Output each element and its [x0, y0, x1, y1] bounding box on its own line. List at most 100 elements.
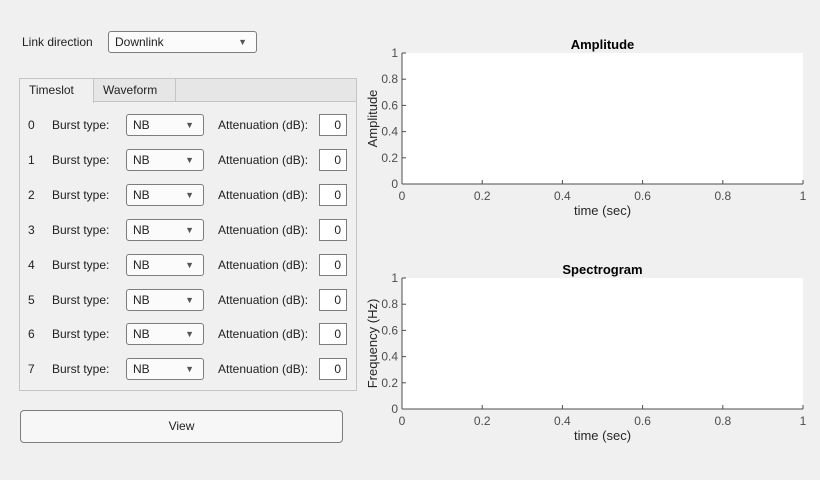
- x-axis-label: time (sec): [574, 203, 631, 218]
- y-tick-label: 0.4: [381, 125, 398, 139]
- tab-bar: Timeslot Waveform: [20, 79, 356, 103]
- burst-type-label: Burst type:: [52, 222, 110, 237]
- y-tick-label: 0.6: [381, 98, 398, 112]
- timeslot-index: 1: [28, 152, 35, 167]
- chart-title: Spectrogram: [562, 262, 642, 277]
- burst-type-label: Burst type:: [52, 327, 110, 342]
- burst-type-label: Burst type:: [52, 118, 110, 132]
- chevron-down-icon: ▼: [185, 189, 194, 200]
- x-tick-label: 1: [800, 189, 807, 203]
- attenuation-label: Attenuation (dB):: [218, 152, 309, 167]
- timeslot-index: 3: [28, 222, 35, 237]
- burst-type-dropdown[interactable]: NB ▼: [126, 253, 204, 276]
- timeslot-index: 7: [28, 362, 35, 377]
- burst-type-value: NB: [133, 257, 150, 272]
- chevron-down-icon: ▼: [185, 224, 194, 235]
- x-tick-label: 0.2: [474, 414, 491, 428]
- y-tick-label: 0.2: [381, 376, 398, 390]
- attenuation-label: Attenuation (dB):: [218, 118, 309, 132]
- timeslot-row: 1 Burst type: NB ▼ Attenuation (dB): 0: [20, 148, 356, 172]
- x-axis-label: time (sec): [574, 428, 631, 443]
- y-tick-label: 0.8: [381, 297, 398, 311]
- plot-area: [402, 278, 803, 409]
- burst-type-value: NB: [133, 187, 150, 202]
- attenuation-input[interactable]: 0: [319, 148, 347, 171]
- x-tick-label: 0.6: [634, 414, 651, 428]
- timeslot-row: 6 Burst type: NB ▼ Attenuation (dB): 0: [20, 322, 356, 346]
- burst-type-value: NB: [133, 327, 150, 342]
- burst-type-value: NB: [133, 118, 150, 132]
- y-tick-label: 0.6: [381, 323, 398, 337]
- y-tick-label: 0: [391, 402, 398, 416]
- attenuation-input[interactable]: 0: [319, 288, 347, 311]
- chevron-down-icon: ▼: [185, 154, 194, 165]
- burst-type-value: NB: [133, 152, 150, 167]
- timeslot-row: 7 Burst type: NB ▼ Attenuation (dB): 0: [20, 357, 356, 381]
- attenuation-input[interactable]: 0: [319, 218, 347, 241]
- y-tick-label: 0.4: [381, 350, 398, 364]
- chevron-down-icon: ▼: [238, 37, 247, 47]
- attenuation-label: Attenuation (dB):: [218, 257, 309, 272]
- burst-type-dropdown[interactable]: NB ▼: [126, 183, 204, 206]
- y-tick-label: 1: [391, 46, 398, 60]
- chevron-down-icon: ▼: [185, 329, 194, 340]
- timeslot-index: 4: [28, 257, 35, 272]
- burst-type-value: NB: [133, 292, 150, 307]
- y-tick-label: 0.2: [381, 151, 398, 165]
- timeslot-index: 0: [28, 118, 35, 132]
- attenuation-input[interactable]: 0: [319, 323, 347, 346]
- x-tick-label: 0: [399, 414, 406, 428]
- x-tick-label: 0: [399, 189, 406, 203]
- tab-waveform[interactable]: Waveform: [94, 79, 176, 102]
- burst-type-label: Burst type:: [52, 257, 110, 272]
- attenuation-input[interactable]: 0: [319, 253, 347, 276]
- burst-type-dropdown[interactable]: NB ▼: [126, 358, 204, 381]
- x-tick-label: 0.8: [714, 189, 731, 203]
- attenuation-label: Attenuation (dB):: [218, 187, 309, 202]
- x-tick-label: 0.2: [474, 189, 491, 203]
- y-axis-label: Frequency (Hz): [365, 299, 380, 389]
- timeslot-row: 2 Burst type: NB ▼ Attenuation (dB): 0: [20, 183, 356, 207]
- x-tick-label: 0.4: [554, 414, 571, 428]
- link-direction-label: Link direction: [22, 35, 93, 49]
- timeslot-row: 4 Burst type: NB ▼ Attenuation (dB): 0: [20, 253, 356, 277]
- burst-type-dropdown[interactable]: NB ▼: [126, 148, 204, 171]
- timeslot-index: 6: [28, 327, 35, 342]
- attenuation-input[interactable]: 0: [319, 114, 347, 136]
- chevron-down-icon: ▼: [185, 294, 194, 305]
- x-tick-label: 1: [800, 414, 807, 428]
- timeslot-row: 0 Burst type: NB ▼ Attenuation (dB): 0: [20, 113, 356, 137]
- link-direction-value: Downlink: [115, 35, 164, 49]
- burst-type-value: NB: [133, 362, 150, 377]
- view-button[interactable]: View: [20, 410, 343, 443]
- burst-type-value: NB: [133, 222, 150, 237]
- attenuation-label: Attenuation (dB):: [218, 362, 309, 377]
- link-direction-dropdown[interactable]: Downlink ▼: [108, 31, 257, 53]
- burst-type-dropdown[interactable]: NB ▼: [126, 114, 204, 136]
- y-tick-label: 0.8: [381, 72, 398, 86]
- timeslot-row: 5 Burst type: NB ▼ Attenuation (dB): 0: [20, 288, 356, 312]
- timeslot-row: 3 Burst type: NB ▼ Attenuation (dB): 0: [20, 218, 356, 242]
- tab-timeslot[interactable]: Timeslot: [20, 79, 94, 103]
- burst-type-dropdown[interactable]: NB ▼: [126, 218, 204, 241]
- chevron-down-icon: ▼: [185, 120, 194, 130]
- attenuation-label: Attenuation (dB):: [218, 327, 309, 342]
- burst-type-dropdown[interactable]: NB ▼: [126, 288, 204, 311]
- attenuation-input[interactable]: 0: [319, 358, 347, 381]
- attenuation-input[interactable]: 0: [319, 183, 347, 206]
- attenuation-label: Attenuation (dB):: [218, 222, 309, 237]
- attenuation-label: Attenuation (dB):: [218, 292, 309, 307]
- burst-type-dropdown[interactable]: NB ▼: [126, 323, 204, 346]
- plot-area: [402, 53, 803, 184]
- x-tick-label: 0.6: [634, 189, 651, 203]
- chevron-down-icon: ▼: [185, 364, 194, 375]
- x-tick-label: 0.4: [554, 189, 571, 203]
- x-tick-label: 0.8: [714, 414, 731, 428]
- burst-type-label: Burst type:: [52, 187, 110, 202]
- y-tick-label: 1: [391, 271, 398, 285]
- burst-type-label: Burst type:: [52, 362, 110, 377]
- tab-panel: Timeslot Waveform 0 Burst type: NB ▼ Att…: [19, 78, 357, 391]
- y-tick-label: 0: [391, 177, 398, 191]
- y-axis-label: Amplitude: [365, 90, 380, 148]
- burst-type-label: Burst type:: [52, 292, 110, 307]
